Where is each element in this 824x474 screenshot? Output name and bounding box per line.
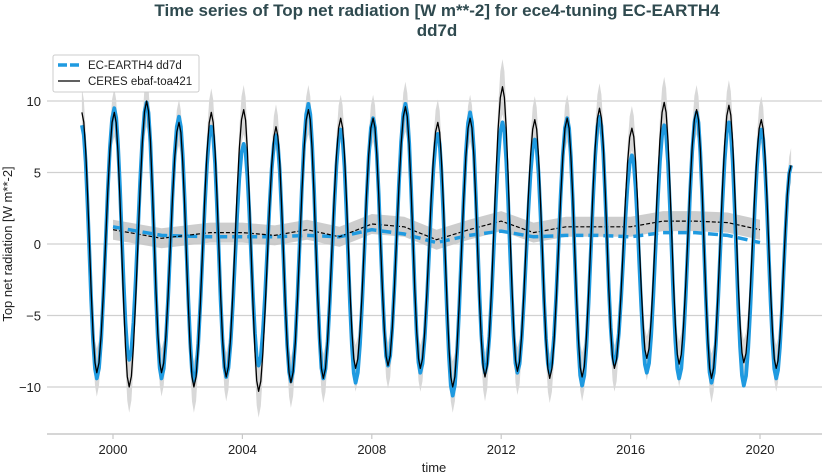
chart-title-line1: Time series of Top net radiation [W m**-…	[154, 1, 720, 20]
x-tick-label: 2000	[99, 442, 128, 457]
legend-label-obs: CERES ebaf-toa421	[88, 76, 192, 88]
x-tick-label: 2016	[616, 442, 645, 457]
x-axis-ticks: 2000 2004 2008 2012 2016 2020	[99, 434, 775, 457]
legend-label-model: EC-EARTH4 dd7d	[88, 60, 182, 72]
y-tick-label: −10	[19, 380, 41, 395]
chart-title-line2: dd7d	[417, 21, 458, 40]
obs-series-line	[81, 86, 792, 392]
x-axis-label: time	[422, 460, 447, 474]
obs-running-mean-line	[112, 220, 761, 241]
x-tick-label: 2008	[357, 442, 386, 457]
x-tick-label: 2004	[228, 442, 257, 457]
y-axis-ticks: 10 5 0 −5 −10	[19, 94, 41, 395]
x-tick-label: 2020	[746, 442, 775, 457]
y-tick-label: 5	[34, 166, 41, 181]
legend-box	[52, 54, 200, 93]
y-tick-label: −5	[26, 309, 41, 324]
y-tick-label: 0	[34, 237, 41, 252]
obs-mean-band	[113, 211, 760, 250]
y-axis-label: Top net radiation [W m**-2]	[0, 166, 15, 321]
y-tick-label: 10	[27, 94, 41, 109]
series-lines	[80, 86, 793, 398]
x-tick-label: 2012	[487, 442, 516, 457]
legend: EC-EARTH4 dd7d CERES ebaf-toa421	[52, 54, 200, 93]
uncertainty-bands	[81, 59, 792, 418]
